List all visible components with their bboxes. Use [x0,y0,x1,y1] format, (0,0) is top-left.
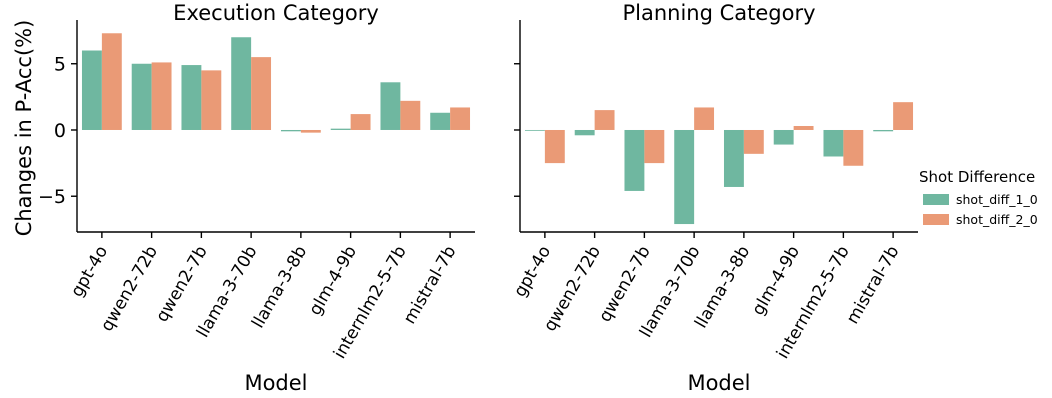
bar-execution-shot_diff_2_0-internlm2-5-7b [400,100,421,130]
bar-execution-shot_diff_2_0-llama-3-70b [251,57,272,130]
panel-title: Planning Category [622,1,815,25]
bar-planning-shot_diff_2_0-mistral-7b [893,102,914,130]
x-axis-label: Model [244,371,307,395]
x-tick-label: glm-4-9b [305,243,361,319]
legend-label-shot_diff_2_0: shot_diff_2_0 [956,212,1038,227]
bar-planning-shot_diff_1_0-qwen2-7b [624,129,645,191]
bar-execution-shot_diff_1_0-internlm2-5-7b [380,82,401,130]
x-tick-label: gpt-4o [67,243,112,301]
y-tick-label: 5 [54,54,66,76]
legend-swatch-shot_diff_2_0 [923,214,949,225]
bar-planning-shot_diff_2_0-llama-3-70b [694,107,715,130]
panel-title: Execution Category [173,1,379,25]
bar-planning-shot_diff_1_0-mistral-7b [873,129,894,132]
bar-execution-shot_diff_2_0-gpt-4o [101,33,122,130]
bar-planning-shot_diff_1_0-llama-3-8b [723,129,744,187]
bar-execution-shot_diff_1_0-glm-4-9b [330,128,351,130]
bar-execution-shot_diff_2_0-qwen2-72b [151,62,172,130]
bar-planning-shot_diff_2_0-qwen2-7b [644,129,665,164]
bar-planning-shot_diff_2_0-qwen2-72b [594,110,615,130]
bar-execution-shot_diff_2_0-mistral-7b [450,107,471,130]
bar-execution-shot_diff_2_0-glm-4-9b [350,114,371,130]
bar-planning-shot_diff_2_0-gpt-4o [544,129,565,164]
y-axis-label: Changes in P-Acc(%) [12,20,36,237]
bar-execution-shot_diff_1_0-llama-3-70b [231,37,252,130]
x-axis-label: Model [687,371,750,395]
bar-execution-shot_diff_1_0-llama-3-8b [280,129,301,132]
bar-execution-shot_diff_1_0-gpt-4o [81,50,102,130]
x-tick-label: gpt-4o [510,243,555,301]
bar-planning-shot_diff_1_0-internlm2-5-7b [823,129,844,157]
bar-planning-shot_diff_2_0-glm-4-9b [793,126,814,130]
y-tick-label: −5 [38,186,66,208]
bar-planning-shot_diff_2_0-internlm2-5-7b [843,129,864,166]
bar-execution-shot_diff_2_0-qwen2-7b [201,70,222,130]
bar-execution-shot_diff_1_0-qwen2-72b [131,63,152,130]
bar-execution-shot_diff_2_0-llama-3-8b [300,129,321,133]
bar-planning-shot_diff_1_0-glm-4-9b [773,129,794,145]
bar-planning-shot_diff_1_0-llama-3-70b [674,129,695,225]
bar-planning-shot_diff_1_0-gpt-4o [524,129,545,131]
bar-planning-shot_diff_2_0-llama-3-8b [743,129,764,154]
legend-label-shot_diff_1_0: shot_diff_1_0 [956,192,1038,207]
legend-swatch-shot_diff_1_0 [923,194,949,205]
y-tick-label: 0 [54,120,66,142]
legend-title: Shot Difference [919,168,1035,186]
bar-execution-shot_diff_1_0-qwen2-7b [181,65,202,130]
bar-execution-shot_diff_1_0-mistral-7b [430,112,451,130]
x-tick-label: glm-4-9b [748,243,804,319]
bar-planning-shot_diff_1_0-qwen2-72b [574,129,595,136]
